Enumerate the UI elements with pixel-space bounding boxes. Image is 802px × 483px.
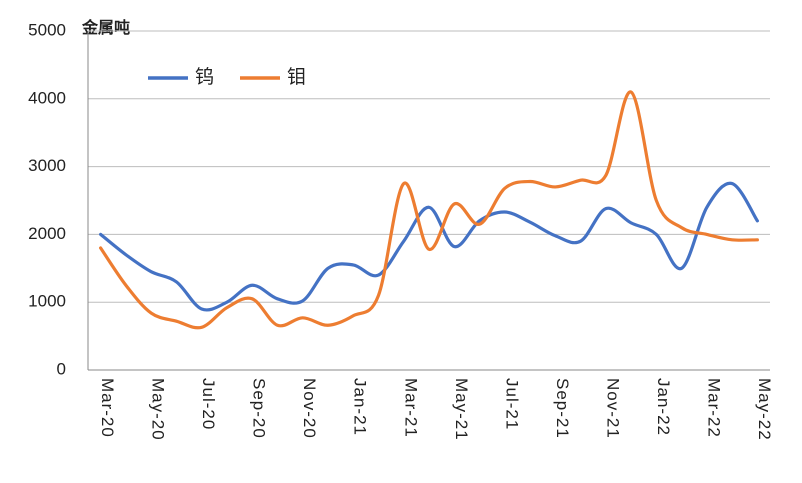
y-axis-label: 金属吨 — [81, 18, 130, 37]
x-tick-label: May-21 — [452, 378, 471, 441]
x-tick-label: May-22 — [755, 378, 774, 441]
y-tick-label: 3000 — [28, 156, 66, 175]
x-tick-label: Mar-21 — [401, 378, 420, 438]
x-tick-label: Sep-21 — [553, 378, 572, 439]
legend-label: 钼 — [287, 66, 306, 88]
y-tick-label: 2000 — [28, 224, 66, 243]
x-tick-label: Jan-22 — [654, 378, 673, 436]
x-tick-label: Nov-20 — [300, 378, 319, 439]
y-tick-label: 5000 — [28, 20, 66, 39]
x-tick-label: Jan-21 — [351, 378, 370, 436]
x-tick-label: Sep-20 — [250, 378, 269, 439]
x-tick-label: May-20 — [149, 378, 168, 441]
legend-label: 钨 — [195, 66, 214, 88]
line-series — [99, 90, 759, 330]
x-tick-label: Mar-20 — [98, 378, 117, 438]
x-tick-label: Jul-20 — [199, 378, 218, 430]
x-tick-label: Nov-21 — [603, 378, 622, 439]
y-tick-label: 0 — [57, 359, 66, 378]
x-tick-label: Mar-22 — [704, 378, 723, 438]
line-series — [99, 181, 759, 312]
x-tick-label: Jul-21 — [502, 378, 521, 430]
y-tick-label: 4000 — [28, 88, 66, 107]
y-tick-label: 1000 — [28, 292, 66, 311]
